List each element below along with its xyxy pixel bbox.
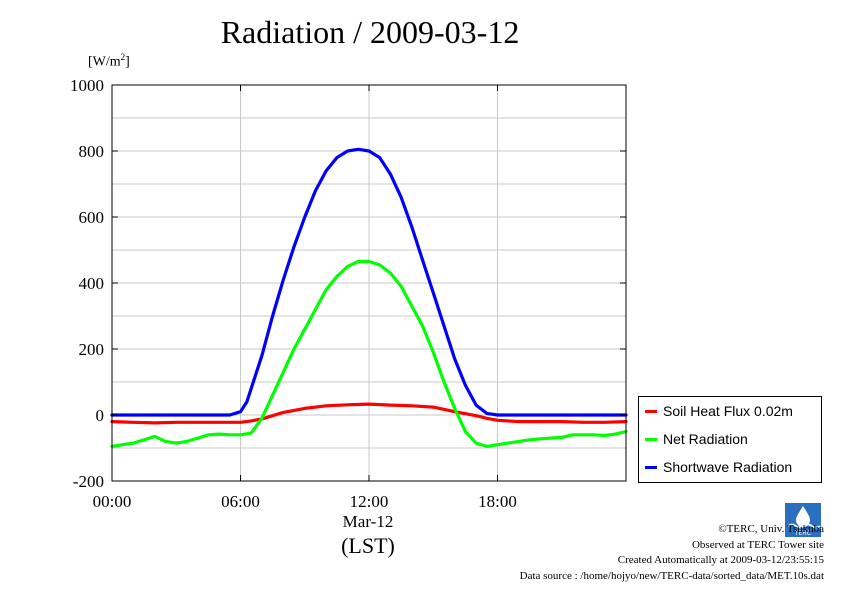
legend-item-net-radiation: Net Radiation xyxy=(645,429,748,449)
credits-observed: Observed at TERC Tower site xyxy=(691,538,824,551)
legend-swatch-blue xyxy=(645,465,657,469)
y-tick-label: -200 xyxy=(73,472,104,491)
legend-swatch-green xyxy=(645,437,657,441)
y-tick-label: 800 xyxy=(79,142,105,161)
series-line-2 xyxy=(110,147,628,417)
y-tick-label: 200 xyxy=(79,340,105,359)
legend-item-soil-heat-flux: Soil Heat Flux 0.02m xyxy=(645,401,793,421)
logo-text: TERC xyxy=(795,531,812,537)
legend-label-soil-heat-flux: Soil Heat Flux 0.02m xyxy=(663,403,793,419)
credits-block: ©TERC, Univ. Tsukuba Observed at TERC To… xyxy=(520,522,824,584)
y-axis-label: [W/m2] xyxy=(88,52,130,70)
x-axis-date-label: Mar-12 xyxy=(342,512,394,531)
terc-logo-icon: TERC xyxy=(785,503,821,537)
credits-source: Data source : /home/hojyo/new/TERC-data/… xyxy=(519,569,824,582)
legend-item-shortwave-radiation: Shortwave Radiation xyxy=(645,457,792,477)
x-tick-label: 00:00 xyxy=(93,492,132,511)
x-tick-label: 18:00 xyxy=(478,492,517,511)
x-tick-label: 06:00 xyxy=(221,492,260,511)
legend-swatch-red xyxy=(645,409,657,413)
y-tick-label: 1000 xyxy=(70,76,104,95)
x-axis-unit-label: (LST) xyxy=(341,533,395,558)
series-line-1 xyxy=(110,259,628,448)
credits-created: Created Automatically at 2009-03-12/23:5… xyxy=(617,554,824,566)
legend-label-net-radiation: Net Radiation xyxy=(663,431,748,447)
chart-title: Radiation / 2009-03-12 xyxy=(220,14,520,50)
x-tick-label: 12:00 xyxy=(350,492,389,511)
y-tick-label: 0 xyxy=(96,406,105,425)
legend-label-shortwave-radiation: Shortwave Radiation xyxy=(663,459,793,475)
y-tick-label: 600 xyxy=(79,208,105,227)
chart-legend: Soil Heat Flux 0.02m Net Radiation Short… xyxy=(638,396,822,483)
series-line-0 xyxy=(110,402,628,425)
y-tick-label: 400 xyxy=(79,274,105,293)
credits-copyright: ©TERC, Univ. Tsukuba xyxy=(718,523,824,535)
